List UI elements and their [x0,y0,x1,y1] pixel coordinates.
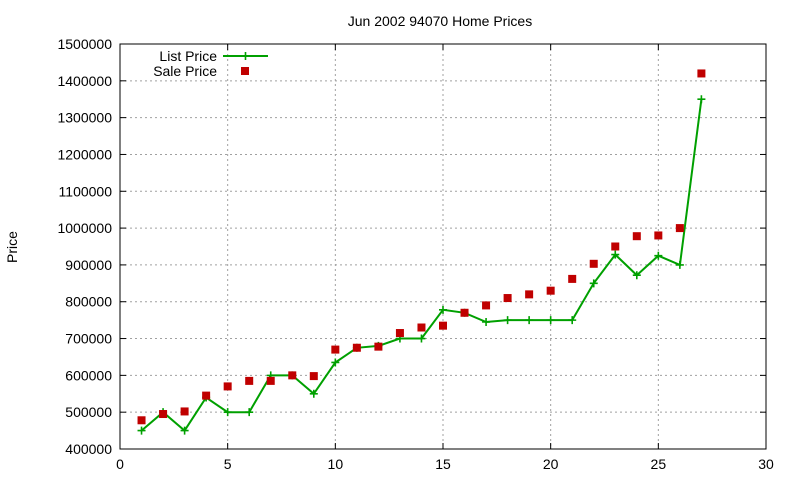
sale-price-point [503,294,512,303]
list-price-point [439,305,447,314]
sale-price-point [331,345,340,354]
sale-price-point [352,343,361,352]
list-price-point [546,316,555,325]
sale-price-point [395,329,404,338]
sale-price-point [223,382,232,391]
y-tick-label: 700000 [65,331,112,347]
sale-price-point [697,69,706,78]
y-tick-label: 900000 [65,257,112,273]
sale-price-point [417,323,426,332]
sale-price-point [654,231,663,240]
legend-label-list-price: List Price [159,48,217,64]
sale-price-point [374,342,383,351]
list-price-point [525,316,534,325]
sale-price-point [309,372,318,381]
list-price-point [632,271,641,280]
sale-price-point [159,410,168,419]
sale-price-point [460,308,469,317]
y-tick-label: 1500000 [57,36,112,52]
x-tick-label: 5 [224,456,232,472]
sale-price-point [137,416,146,425]
y-tick-label: 1400000 [57,73,112,89]
y-tick-label: 1300000 [57,110,112,126]
list-price-point [503,316,512,325]
list-price-point [482,317,491,326]
y-tick-label: 600000 [65,367,112,383]
sale-price-point [675,224,684,233]
list-price-point [697,95,706,104]
sale-price-point [546,286,555,295]
x-tick-label: 30 [758,456,774,472]
x-tick-label: 15 [435,456,451,472]
list-price-point [223,408,232,417]
data-series [137,69,706,435]
sale-price-point [632,232,641,241]
y-tick-label: 800000 [65,294,112,310]
y-tick-label: 1100000 [59,183,113,199]
list-price-point [611,250,620,259]
list-price-point [331,358,340,367]
legend: List Price Sale Price [153,48,268,79]
list-price-point [675,260,684,269]
axis-ticks: 0 5 10 15 20 25 30 400000 500000 600000 700000 8000… [57,36,774,472]
y-tick-label: 400000 [65,441,112,457]
list-price-point [245,408,254,417]
y-tick-label: 1200000 [57,146,112,162]
plot-frame [119,43,767,450]
legend-marker-sale-price [241,67,249,75]
y-tick-label: 500000 [65,404,112,420]
list-price-point [654,251,663,260]
sale-price-point [245,376,254,385]
y-tick-label: 1000000 [57,220,112,236]
list-price-point [589,279,598,288]
sale-price-point [202,391,211,400]
list-price-point [137,426,146,435]
list-price-point [417,334,426,343]
list-price-point [309,389,318,398]
x-tick-label: 0 [116,456,124,472]
x-tick-label: 10 [328,456,344,472]
sale-price-point [611,242,620,251]
grid [120,44,766,449]
sale-price-point [568,274,577,283]
chart-title: Jun 2002 94070 Home Prices [348,13,532,29]
legend-label-sale-price: Sale Price [153,63,217,79]
sale-price-point [589,259,598,268]
legend-marker-list-price [241,52,250,60]
sale-price-point [439,321,447,330]
x-tick-label: 25 [651,456,667,472]
sale-price-point [482,301,491,310]
sale-price-point [180,407,189,416]
y-axis-label: Price [4,231,20,263]
sale-price-point [525,290,534,299]
list-price-point [568,316,577,325]
sale-price-point [266,376,275,385]
sale-price-point [288,371,297,380]
x-tick-label: 20 [543,456,559,472]
list-price-point [180,426,189,435]
